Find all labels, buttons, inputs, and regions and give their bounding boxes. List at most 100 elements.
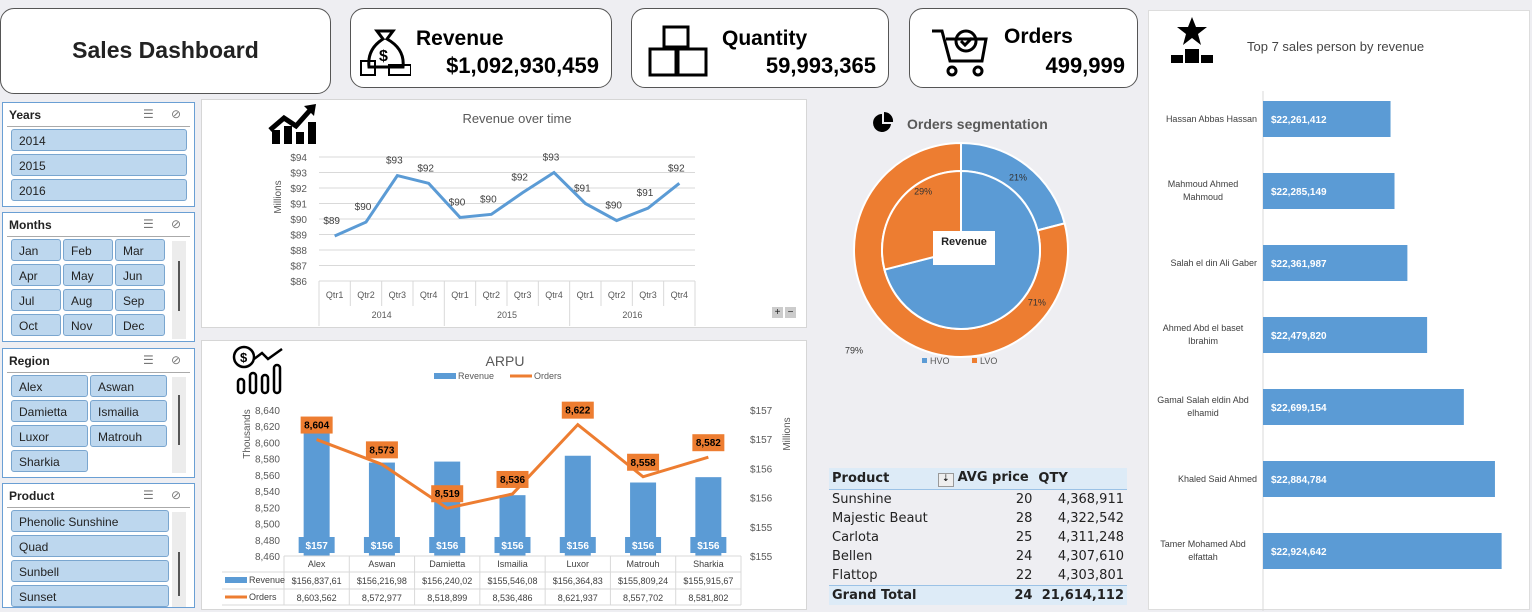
- bar-data-label: $22,884,784: [1271, 475, 1327, 486]
- y-tick-label: 8,500: [255, 520, 280, 531]
- line-label-bg: [365, 441, 398, 459]
- slicer-item[interactable]: Sep: [115, 289, 165, 311]
- slicer-item[interactable]: Phenolic Sunshine: [11, 510, 169, 532]
- revenue-bar: [303, 432, 330, 556]
- x-tick-label: Qtr2: [357, 290, 375, 300]
- growth-chart-icon: [268, 104, 316, 144]
- slicer-item[interactable]: Sharkia: [11, 450, 88, 472]
- y-tick-label: 8,520: [255, 503, 280, 514]
- clear-filter-icon[interactable]: ⊘: [171, 107, 182, 121]
- clear-filter-icon[interactable]: ⊘: [171, 488, 182, 502]
- multi-select-icon[interactable]: ☰: [143, 353, 154, 367]
- table-row: Carlota 25 4,311,248: [829, 528, 1127, 547]
- table-revenue-cell: $156,837,61: [292, 576, 342, 586]
- scrollbar[interactable]: [172, 241, 186, 339]
- scrollbar[interactable]: [172, 377, 186, 473]
- slicer-item[interactable]: Damietta: [11, 400, 88, 422]
- slicer-item[interactable]: 2014: [11, 129, 187, 151]
- slicer-item[interactable]: Alex: [11, 375, 88, 397]
- slicer-item[interactable]: Ismailia: [90, 400, 167, 422]
- header-label: AVG price: [957, 470, 1029, 485]
- slicer-item[interactable]: Aug: [63, 289, 113, 311]
- collapse-button[interactable]: −: [785, 307, 796, 318]
- page-title: Sales Dashboard: [72, 37, 259, 63]
- line-data-label: 8,519: [435, 489, 460, 500]
- bar-label-bg: [298, 537, 335, 553]
- slicer-item[interactable]: Sunset: [11, 585, 169, 607]
- slicer-title: Years: [9, 108, 42, 122]
- slicer-item[interactable]: Dec: [115, 314, 165, 336]
- bar-label-bg: [559, 537, 596, 553]
- quantity-label: Quantity: [722, 27, 808, 50]
- data-label: $92: [511, 173, 528, 184]
- slicer-item[interactable]: Matrouh: [90, 425, 167, 447]
- data-label: $92: [668, 163, 685, 174]
- legend-label: LVO: [980, 356, 997, 366]
- x-tick-label: Qtr1: [577, 290, 595, 300]
- quantity-card: Quantity 59,993,365: [631, 8, 889, 88]
- bar-data-label: $22,261,412: [1271, 115, 1327, 126]
- orders-label: Orders: [1004, 25, 1073, 48]
- slicer-item[interactable]: Apr: [11, 264, 61, 286]
- y2-tick-label: $156: [750, 494, 773, 505]
- y-tick-label: $88: [290, 246, 307, 257]
- slicer-item[interactable]: 2015: [11, 154, 187, 176]
- table-orders-cell: 8,572,977: [362, 593, 402, 603]
- revenue-over-time-panel: Revenue over time $86 $87 $88 $89 $90 $91 $92 $…: [201, 99, 807, 328]
- qty-cell: 4,311,248: [1057, 530, 1124, 545]
- avg-price-cell: 28: [1015, 511, 1033, 526]
- slicer-item[interactable]: 2016: [11, 179, 187, 201]
- slicer-months: Months ☰ ⊘ Jan Feb Mar Apr May Jun Jul Aug Sep Oct…: [2, 212, 195, 342]
- x-tick-label: Qtr4: [671, 290, 689, 300]
- slicer-item[interactable]: Oct: [11, 314, 61, 336]
- slicer-item[interactable]: Quad: [11, 535, 169, 557]
- salesperson-name: Tamer Mohamed Abd elfattah: [1160, 539, 1246, 562]
- y2-axis-label: Millions: [782, 417, 793, 450]
- chart-title: ARPU: [486, 353, 525, 369]
- bar-data-label: $156: [632, 541, 655, 552]
- slicer-item[interactable]: Feb: [63, 239, 113, 261]
- bar-label-bg: [363, 537, 400, 553]
- top7-bar-chart: $22,261,412 Hassan Abbas Hassan $22,285,14…: [1157, 91, 1502, 611]
- expand-button[interactable]: +: [772, 307, 783, 318]
- y-axis-label: Thousands: [242, 409, 253, 458]
- table-orders-cell: 8,603,562: [297, 593, 337, 603]
- table-revenue-cell: $156,240,02: [422, 576, 472, 586]
- line-label-bg: [561, 401, 594, 419]
- data-label: $89: [323, 216, 340, 227]
- product-cell: Carlota: [832, 530, 880, 545]
- slicer-item[interactable]: Aswan: [90, 375, 167, 397]
- table-row: Bellen 24 4,307,610: [829, 547, 1127, 566]
- y-tick-label: $86: [290, 277, 307, 288]
- clear-filter-icon[interactable]: ⊘: [171, 217, 182, 231]
- filter-sort-icon[interactable]: ⇣: [937, 473, 954, 487]
- qty-cell: 4,303,801: [1057, 568, 1124, 583]
- slicer-item[interactable]: Jan: [11, 239, 61, 261]
- salesperson-name-wrap: Salah el din Ali Gaber: [1170, 258, 1257, 268]
- slicer-item[interactable]: Sunbell: [11, 560, 169, 582]
- avg-price-cell: 24: [1014, 588, 1033, 603]
- multi-select-icon[interactable]: ☰: [143, 488, 154, 502]
- salesperson-bar: [1263, 389, 1464, 425]
- clear-filter-icon[interactable]: ⊘: [171, 353, 182, 367]
- slicer-item[interactable]: May: [63, 264, 113, 286]
- slicer-item[interactable]: Jul: [11, 289, 61, 311]
- table-row: Sunshine 20 4,368,911: [829, 490, 1127, 510]
- multi-select-icon[interactable]: ☰: [143, 217, 154, 231]
- data-label: $90: [449, 197, 466, 208]
- legend-label: HVO: [930, 356, 950, 366]
- slicer-item[interactable]: Luxor: [11, 425, 88, 447]
- bar-data-label: $22,479,820: [1271, 331, 1327, 342]
- y2-tick-label: $157: [750, 406, 773, 417]
- orders-card: Orders 499,999: [909, 8, 1138, 88]
- product-pivot-table: Product ⇣ AVG price QTY Sunshine 20 4,368,9…: [829, 468, 1127, 605]
- slicer-item[interactable]: Nov: [63, 314, 113, 336]
- scrollbar[interactable]: [172, 512, 186, 607]
- slicer-item[interactable]: Mar: [115, 239, 165, 261]
- avg-price-cell: 24: [1015, 549, 1033, 564]
- slicer-item[interactable]: Jun: [115, 264, 165, 286]
- dollar-growth-icon: $: [232, 345, 283, 395]
- multi-select-icon[interactable]: ☰: [143, 107, 154, 121]
- revenue-label: Revenue: [416, 27, 504, 50]
- chart-title: Orders segmentation: [907, 116, 1048, 132]
